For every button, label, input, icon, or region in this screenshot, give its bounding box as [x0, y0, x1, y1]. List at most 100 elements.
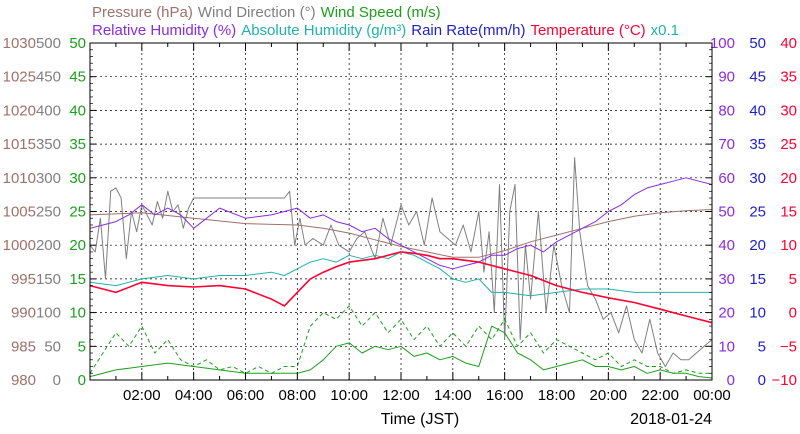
header-entry: Pressure (hPa)	[92, 4, 193, 21]
left-axis-tick-wind_direction: 300	[36, 170, 61, 187]
series-relative-humidity	[89, 177, 713, 270]
right-axis-tick-rain_rate: 40	[749, 102, 766, 119]
right-axis-tick-rain_rate: 30	[749, 170, 766, 187]
left-axis-tick-pressure: 980	[11, 372, 36, 389]
right-axis-tick-humidity: 20	[718, 305, 735, 322]
header2-text: Relative Humidity (%) Absolute Humidity (…	[92, 22, 679, 39]
series-layer	[89, 157, 713, 381]
header-entry: Relative Humidity (%)	[92, 22, 236, 39]
right-axis-tick-temperature: 15	[780, 204, 797, 221]
series-wind-direction	[89, 157, 713, 367]
right-axis-tick-humidity: 100	[710, 35, 735, 52]
left-axis-tick-pressure: 1000	[3, 237, 36, 254]
left-axis-tick-wind_direction: 250	[36, 204, 61, 221]
left-axis-tick-wind_speed: 25	[69, 204, 86, 221]
right-axis-tick-rain_rate: 35	[749, 136, 766, 153]
right-axis-tick-rain_rate: 5	[758, 338, 766, 355]
right-axis-tick-rain_rate: 20	[749, 237, 766, 254]
x-axis-tick-label: 10:00	[330, 387, 368, 404]
x-axis-tick-label: 04:00	[175, 387, 213, 404]
right-axis-tick-temperature: −10	[772, 372, 797, 389]
right-axis-tick-temperature: 5	[789, 271, 797, 288]
left-axis-tick-wind_speed: 45	[69, 69, 86, 86]
left-axis-tick-wind_direction: 100	[36, 305, 61, 322]
left-axis-tick-wind_speed: 20	[69, 237, 86, 254]
left-axis-tick-wind_direction: 400	[36, 102, 61, 119]
date-label: 2018-01-24	[630, 411, 712, 428]
right-axis-tick-humidity: 30	[718, 271, 735, 288]
x-axis: 02:00 04:00 06:00 08:00 10:00 12:00 14:00 16:00…	[89, 43, 731, 404]
x-axis-tick-label: 06:00	[227, 387, 265, 404]
left-axis-tick-pressure: 1015	[3, 136, 36, 153]
header-entry: Wind Direction (°)	[198, 4, 316, 21]
x-axis-tick-label: 20:00	[590, 387, 628, 404]
left-axis-tick-wind_speed: 40	[69, 102, 86, 119]
right-axis-tick-temperature: 0	[789, 305, 797, 322]
left-axis-tick-wind_direction: 350	[36, 136, 61, 153]
header-entry: Temperature (°C)	[530, 22, 645, 39]
series-wind-speed	[89, 325, 713, 379]
header1-text: Pressure (hPa) Wind Direction (°) Wind Spe…	[92, 4, 441, 21]
header-entry: Absolute Humidity (g/m³)	[241, 22, 406, 39]
left-axis-tick-pressure: 1025	[3, 69, 36, 86]
right-axes: 1009080706050403020100504540353025201510…	[706, 35, 797, 389]
x-axis-tick-label: 22:00	[641, 387, 679, 404]
header-entry: x0.1	[651, 22, 679, 39]
series-temperature	[89, 251, 713, 324]
right-axis-tick-temperature: 10	[780, 237, 797, 254]
left-axis-tick-wind_speed: 10	[69, 305, 86, 322]
right-axis-tick-temperature: 20	[780, 170, 797, 187]
left-axis-tick-pressure: 1020	[3, 102, 36, 119]
right-axis-tick-rain_rate: 45	[749, 69, 766, 86]
left-axis-tick-pressure: 990	[11, 305, 36, 322]
x-axis-tick-label: 00:00	[693, 387, 731, 404]
left-axis-tick-wind_direction: 150	[36, 271, 61, 288]
left-axis-tick-pressure: 985	[11, 338, 36, 355]
x-axis-tick-label: 18:00	[538, 387, 576, 404]
left-axis-tick-wind_direction: 500	[36, 35, 61, 52]
x-axis-tick-label: 08:00	[279, 387, 317, 404]
right-axis-tick-humidity: 80	[718, 102, 735, 119]
right-axis-tick-humidity: 10	[718, 338, 735, 355]
x-axis-label: Time (JST)	[381, 411, 460, 428]
right-axis-tick-temperature: −5	[780, 338, 797, 355]
series-wind-speed-gust	[89, 305, 712, 374]
left-axis-tick-wind_direction: 50	[44, 338, 61, 355]
x-axis-tick-label: 02:00	[123, 387, 161, 404]
right-axis-tick-humidity: 0	[727, 372, 735, 389]
right-axis-tick-humidity: 70	[718, 136, 735, 153]
right-axis-tick-humidity: 40	[718, 237, 735, 254]
left-axis-tick-pressure: 1030	[3, 35, 36, 52]
left-axis-tick-wind_direction: 200	[36, 237, 61, 254]
right-axis-tick-rain_rate: 0	[758, 372, 766, 389]
right-axis-tick-temperature: 30	[780, 102, 797, 119]
header-entry: Rain Rate(mm/h)	[411, 22, 525, 39]
left-axis-tick-wind_speed: 0	[78, 372, 86, 389]
left-axis-tick-wind_speed: 5	[78, 338, 86, 355]
left-axis-tick-wind_speed: 50	[69, 35, 86, 52]
right-axis-tick-temperature: 40	[780, 35, 797, 52]
left-axis-tick-pressure: 995	[11, 271, 36, 288]
right-axis-tick-humidity: 50	[718, 204, 735, 221]
right-axis-tick-temperature: 25	[780, 136, 797, 153]
right-axis-tick-humidity: 90	[718, 69, 735, 86]
x-axis-tick-label: 14:00	[434, 387, 472, 404]
right-axis-tick-temperature: 35	[780, 69, 797, 86]
right-axis-tick-humidity: 60	[718, 170, 735, 187]
series-absolute-humidity	[89, 251, 712, 297]
right-axis-tick-rain_rate: 10	[749, 305, 766, 322]
left-axis-tick-wind_direction: 450	[36, 69, 61, 86]
left-axis-tick-wind_speed: 35	[69, 136, 86, 153]
left-axis-tick-pressure: 1005	[3, 204, 36, 221]
header-entry: Wind Speed (m/s)	[321, 4, 441, 21]
header-row-1: Pressure (hPa) Wind Direction (°) Wind Spe…	[92, 4, 441, 21]
left-axis-tick-wind_direction: 0	[53, 372, 61, 389]
left-axis-tick-wind_speed: 30	[69, 170, 86, 187]
right-axis-tick-rain_rate: 25	[749, 204, 766, 221]
series-pressure	[89, 209, 713, 258]
header-row-2: Relative Humidity (%) Absolute Humidity (…	[92, 22, 679, 39]
left-axes: 1030102510201015101010051000995990985980…	[3, 35, 96, 389]
right-axis-tick-rain_rate: 50	[749, 35, 766, 52]
x-axis-tick-label: 16:00	[486, 387, 524, 404]
